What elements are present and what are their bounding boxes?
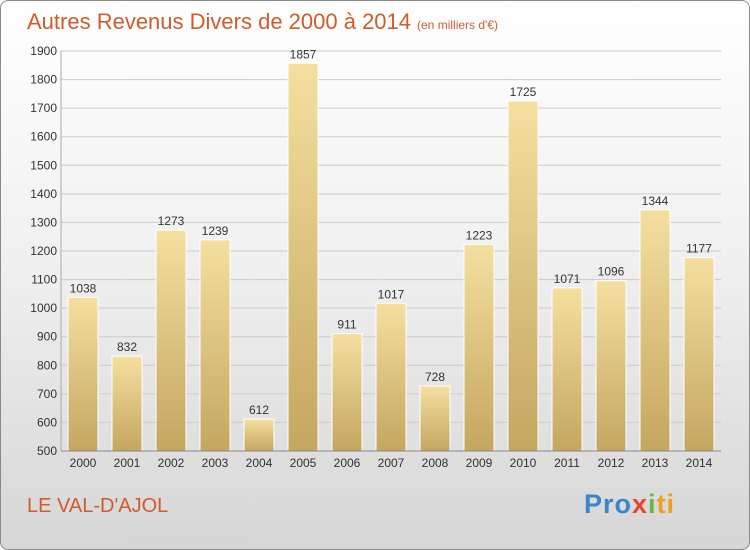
data-label-2002: 1273 xyxy=(158,214,185,228)
data-label-2009: 1223 xyxy=(466,228,493,242)
bar-2006 xyxy=(331,333,363,452)
data-label-2001: 832 xyxy=(117,340,137,354)
x-tick-label-2014: 2014 xyxy=(686,456,713,470)
x-axis-ticks: 2000 2001 2002 2003 2004 2005 2006 2007 2008 2009… xyxy=(70,456,713,470)
x-tick-label-2013: 2013 xyxy=(642,456,669,470)
y-tick-label: 1200 xyxy=(30,244,57,258)
y-tick-label: 700 xyxy=(37,387,57,401)
location-label: LE VAL-D'AJOL xyxy=(27,495,169,517)
data-label-2013: 1344 xyxy=(642,194,669,208)
y-tick-label: 1900 xyxy=(30,44,57,58)
y-tick-label: 800 xyxy=(37,358,57,372)
bars xyxy=(67,62,715,452)
bar-2002 xyxy=(155,229,187,452)
bar-2014 xyxy=(683,257,715,452)
data-label-2012: 1096 xyxy=(598,265,625,279)
logo-part-2: x xyxy=(632,489,649,519)
bar-2009 xyxy=(463,243,495,452)
x-tick-label-2010: 2010 xyxy=(510,456,537,470)
x-tick-label-2009: 2009 xyxy=(466,456,493,470)
proxiti-logo: Proxiti xyxy=(584,489,675,520)
data-label-2000: 1038 xyxy=(70,281,97,295)
bar-2000 xyxy=(67,296,99,452)
logo-part-1: Pro xyxy=(584,489,633,519)
y-tick-label: 1700 xyxy=(30,101,57,115)
y-tick-label: 1800 xyxy=(30,73,57,87)
y-tick-label: 600 xyxy=(37,415,57,429)
x-tick-label-2007: 2007 xyxy=(378,456,405,470)
data-label-2004: 612 xyxy=(249,403,269,417)
y-axis-ticks: 500 600 700 800 900 1000 1100 1200 1300 1400 1500 1… xyxy=(30,44,57,458)
data-labels: 1038 832 1273 1239 612 1857 911 1017 728 1223 1725… xyxy=(70,47,713,417)
data-label-2014: 1177 xyxy=(686,242,712,256)
x-tick-label-2012: 2012 xyxy=(598,456,625,470)
x-tick-label-2011: 2011 xyxy=(554,456,580,470)
bar-2008 xyxy=(419,385,451,452)
bar-2012 xyxy=(595,280,627,452)
x-tick-label-2001: 2001 xyxy=(114,456,141,470)
data-label-2006: 911 xyxy=(337,318,356,332)
chart-title: Autres Revenus Divers de 2000 à 2014 (en … xyxy=(27,9,498,35)
x-tick-label-2006: 2006 xyxy=(334,456,361,470)
data-label-2011: 1071 xyxy=(554,272,581,286)
y-tick-label: 1100 xyxy=(31,273,57,287)
y-tick-label: 1400 xyxy=(30,187,57,201)
bar-2001 xyxy=(111,355,143,452)
bar-2011 xyxy=(551,287,583,452)
x-tick-label-2000: 2000 xyxy=(70,456,97,470)
y-tick-label: 1500 xyxy=(30,158,57,172)
x-tick-label-2002: 2002 xyxy=(158,456,185,470)
y-tick-label: 1000 xyxy=(30,301,57,315)
x-tick-label-2003: 2003 xyxy=(202,456,229,470)
y-tick-label: 500 xyxy=(37,444,57,458)
data-label-2007: 1017 xyxy=(378,287,405,301)
x-tick-label-2005: 2005 xyxy=(290,456,317,470)
chart-unit: (en milliers d'€) xyxy=(417,18,498,32)
bar-2003 xyxy=(199,239,231,452)
x-tick-label-2008: 2008 xyxy=(422,456,449,470)
bar-2010 xyxy=(507,100,539,452)
bar-2004 xyxy=(243,418,275,452)
data-label-2003: 1239 xyxy=(202,224,229,238)
logo-part-4: ti xyxy=(656,489,676,519)
data-label-2008: 728 xyxy=(425,370,445,384)
y-tick-label: 1600 xyxy=(30,130,57,144)
logo-part-3: i xyxy=(648,489,657,519)
chart-title-text: Autres Revenus Divers de 2000 à 2014 xyxy=(27,9,412,34)
data-label-2010: 1725 xyxy=(510,85,537,99)
bar-2007 xyxy=(375,302,407,452)
bar-2013 xyxy=(639,209,671,452)
y-tick-label: 1300 xyxy=(30,215,57,229)
y-tick-label: 900 xyxy=(37,330,57,344)
x-tick-label-2004: 2004 xyxy=(246,456,273,470)
data-label-2005: 1857 xyxy=(290,47,317,61)
bar-2005 xyxy=(287,62,319,452)
